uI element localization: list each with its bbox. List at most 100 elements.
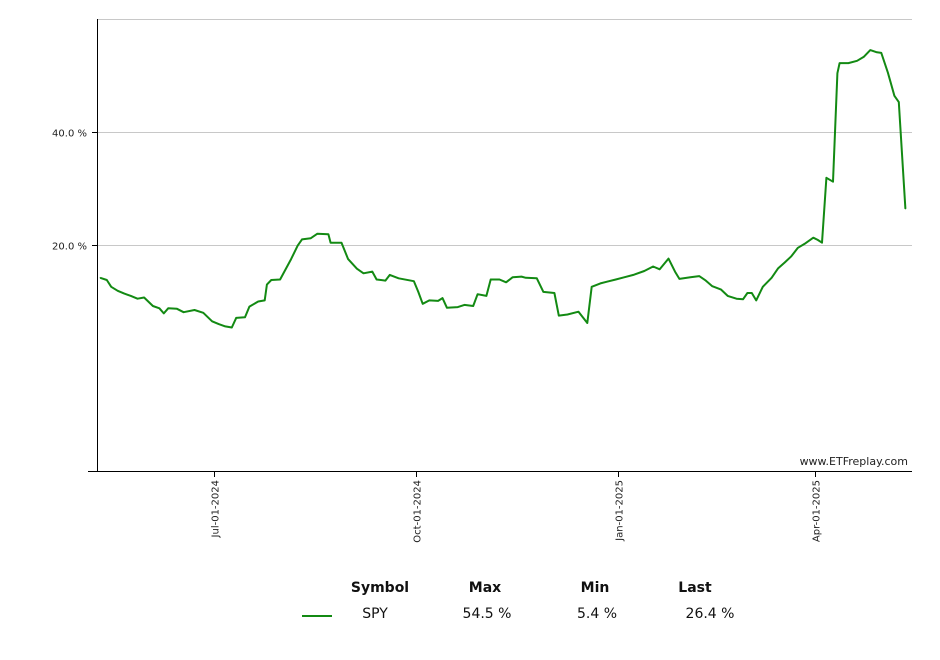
data-point	[727, 295, 729, 297]
data-point	[472, 305, 474, 307]
data-point	[863, 56, 865, 58]
legend-header-min: Min	[580, 580, 610, 596]
data-point	[599, 282, 602, 284]
data-point	[652, 265, 654, 268]
data-point	[211, 320, 213, 322]
data-point	[887, 72, 889, 74]
data-point	[825, 177, 828, 179]
data-point	[498, 278, 501, 281]
data-point	[110, 286, 112, 288]
data-point	[136, 298, 139, 300]
data-point	[586, 322, 588, 324]
data-point	[558, 315, 560, 317]
data-point	[123, 293, 125, 295]
x-ticks: Jul-01-2024 Oct-01-2024 Jan-01-2025 Apr-01-…	[211, 471, 823, 543]
legend-line-swatch	[302, 615, 332, 617]
data-point	[235, 317, 237, 319]
legend-symbol: SPY	[362, 606, 388, 622]
data-point	[667, 258, 670, 260]
data-point	[143, 296, 145, 299]
data-point	[371, 271, 373, 273]
data-point	[356, 268, 358, 270]
data-point	[477, 293, 479, 295]
data-point	[106, 279, 108, 281]
data-point	[413, 280, 415, 282]
data-point	[512, 276, 514, 278]
y-ticks: 20.0 % 40.0 %	[52, 129, 98, 253]
line-chart: 20.0 % 40.0 % Jul-01-2024 Oct-01-2024 Jan-0…	[52, 19, 912, 543]
data-point	[376, 278, 378, 281]
data-point	[270, 279, 272, 281]
data-point	[457, 306, 459, 308]
data-point	[301, 238, 303, 240]
data-point	[615, 278, 617, 281]
data-point	[836, 72, 839, 74]
data-point	[624, 276, 626, 278]
data-point	[566, 313, 569, 316]
data-point	[591, 286, 593, 288]
data-point	[751, 292, 753, 294]
series-line-spy	[99, 49, 907, 329]
legend-header-last: Last	[678, 580, 712, 596]
data-point	[632, 274, 635, 276]
data-point	[384, 280, 386, 282]
data-point	[417, 291, 419, 293]
data-point	[218, 323, 220, 325]
data-point	[812, 237, 814, 239]
data-point	[167, 307, 169, 309]
data-point	[678, 278, 681, 280]
data-point	[821, 242, 823, 244]
data-point	[505, 281, 507, 283]
data-point	[485, 295, 487, 297]
data-point	[362, 272, 365, 274]
data-point	[428, 299, 430, 301]
x-tick-label: Apr-01-2025	[812, 480, 823, 542]
data-point	[746, 292, 749, 294]
data-point	[698, 275, 700, 277]
data-point	[437, 300, 439, 302]
data-point	[674, 271, 676, 273]
data-point	[248, 306, 250, 308]
data-point	[536, 277, 538, 279]
legend-max-value: 54.5 %	[462, 606, 512, 622]
data-point	[264, 299, 266, 301]
data-point	[231, 326, 233, 329]
data-point	[310, 237, 312, 239]
y-tick-label: 20.0 %	[52, 242, 87, 253]
data-point	[735, 298, 738, 300]
data-point	[290, 258, 292, 260]
data-point	[847, 62, 850, 64]
data-point	[398, 277, 400, 279]
data-point	[158, 307, 160, 309]
data-point	[330, 242, 332, 244]
data-point	[762, 286, 764, 288]
data-point	[152, 305, 154, 307]
data-point	[463, 304, 465, 306]
data-point	[224, 325, 226, 327]
data-point	[327, 233, 329, 235]
data-point	[832, 181, 834, 183]
legend-header-symbol: Symbol	[350, 580, 410, 596]
data-point	[803, 243, 806, 245]
legend-last-value: 26.4 %	[685, 606, 735, 622]
data-point	[784, 261, 786, 264]
data-point	[880, 52, 882, 54]
data-point	[279, 278, 281, 281]
data-point	[606, 281, 608, 283]
data-point	[893, 95, 896, 97]
data-point	[202, 312, 204, 314]
data-point	[553, 292, 556, 294]
data-point	[755, 299, 757, 301]
data-point	[389, 274, 391, 276]
data-point	[542, 291, 545, 293]
data-point	[711, 285, 713, 287]
data-point	[797, 247, 799, 249]
data-point	[163, 312, 165, 314]
data-point	[659, 268, 661, 270]
data-point	[176, 308, 178, 310]
data-point	[347, 258, 349, 260]
data-point	[244, 316, 246, 318]
data-point	[869, 49, 871, 51]
data-point	[99, 277, 101, 279]
data-point	[689, 276, 692, 278]
